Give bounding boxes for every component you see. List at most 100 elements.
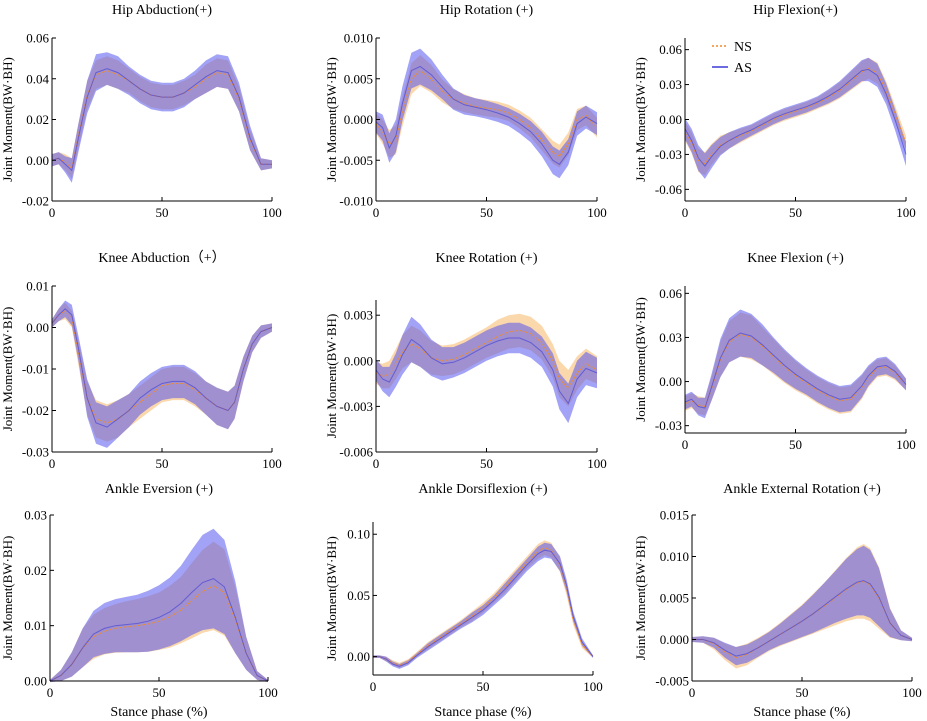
y-axis-label: Joint Moment(BW·BH) <box>324 314 339 439</box>
x-tick-label: 100 <box>258 685 278 700</box>
x-tick-label: 50 <box>796 685 809 700</box>
x-tick-label: 100 <box>587 205 607 220</box>
as-mean-line <box>51 308 273 428</box>
as-mean-line <box>684 68 907 167</box>
chart-title: Hip Flexion(+) <box>753 3 838 18</box>
y-tick-label: -0.03 <box>22 445 49 460</box>
y-axis-label: Joint Moment(BW·BH) <box>0 536 15 661</box>
x-tick-label: 100 <box>902 685 922 700</box>
x-tick-label: 0 <box>689 685 696 700</box>
as-sd-band <box>685 57 906 179</box>
x-tick-label: 50 <box>789 205 802 220</box>
chart-panel: 0 50 100 -0.006 -0.003 0.000 0.003 Knee Rotatio… <box>324 251 607 471</box>
x-tick-label: 50 <box>480 456 493 471</box>
x-tick-label: 0 <box>49 205 56 220</box>
x-tick-label: 0 <box>682 437 689 452</box>
y-tick-label: 0.010 <box>344 31 373 46</box>
chart-title: Hip Abduction(+) <box>112 3 212 18</box>
chart-title: Ankle Eversion (+) <box>105 482 214 497</box>
x-tick-label: 100 <box>896 437 916 452</box>
chart-title: Knee Abduction（+） <box>98 250 225 266</box>
chart-title: Ankle Dorsiflexion (+) <box>418 482 548 497</box>
y-tick-label: 0.015 <box>660 508 689 523</box>
as-sd-band <box>376 316 597 424</box>
as-mean-line <box>692 580 913 657</box>
chart-panel: 0 50 100 -0.005 0.000 0.005 0.010 0.015 Ankle Ex… <box>633 482 922 720</box>
ns-mean-line <box>375 329 598 390</box>
legend-as-label: AS <box>734 61 752 76</box>
y-tick-label: 0.01 <box>24 618 47 633</box>
x-tick-label: 0 <box>370 679 377 694</box>
as-sd-band <box>692 545 912 666</box>
y-axis-label: Joint Moment(BW·BH) <box>0 307 15 432</box>
y-tick-label: 0.000 <box>344 353 373 368</box>
chart-panel: 0 50 100 -0.03 0.00 0.03 0.06 Knee Flexion (+) J… <box>633 251 916 452</box>
y-tick-label: -0.006 <box>339 445 373 460</box>
chart-panel: 0 50 100 -0.03 -0.02 -0.01 0.00 0.01 Knee Abduct… <box>0 250 282 471</box>
y-tick-label: 0.02 <box>24 563 47 578</box>
y-tick-label: 0.06 <box>26 31 49 46</box>
y-tick-label: 0.00 <box>26 320 49 335</box>
y-axis-label: Joint Moment(BW·BH) <box>633 297 648 422</box>
y-tick-label: -0.010 <box>339 194 373 209</box>
y-tick-label: -0.06 <box>655 182 683 197</box>
legend-ns-label: NS <box>734 40 752 55</box>
as-sd-band <box>50 528 268 683</box>
y-tick-label: -0.003 <box>339 399 373 414</box>
y-tick-label: 0.06 <box>659 42 682 57</box>
y-tick-label: 0.01 <box>26 279 49 294</box>
x-tick-label: 0 <box>47 685 54 700</box>
chart-title: Hip Rotation (+) <box>440 3 534 18</box>
y-tick-label: -0.03 <box>655 418 682 433</box>
y-tick-label: 0.005 <box>344 71 373 86</box>
y-tick-label: -0.02 <box>22 194 49 209</box>
y-axis-label: Joint Moment(BW·BH) <box>633 536 648 661</box>
y-tick-label: 0.005 <box>660 591 689 606</box>
y-tick-label: 0.010 <box>660 549 689 564</box>
x-tick-label: 0 <box>373 205 380 220</box>
chart-title: Knee Flexion (+) <box>747 251 844 266</box>
as-mean-line <box>49 578 269 682</box>
y-tick-label: 0.03 <box>659 330 682 345</box>
as-mean-line <box>375 337 598 405</box>
chart-panel: 0 50 100 0.00 0.05 0.10 Ankle Dorsiflexion (+)… <box>324 482 603 720</box>
as-mean-line <box>373 549 594 667</box>
y-tick-label: 0.00 <box>347 649 370 664</box>
y-tick-label: 0.00 <box>659 374 682 389</box>
chart-title: Knee Rotation (+) <box>436 251 538 266</box>
y-tick-label: 0.00 <box>659 112 682 127</box>
as-mean-line <box>684 332 907 409</box>
x-tick-label: 100 <box>587 456 607 471</box>
chart-panel: 0 50 100 -0.06 -0.03 0.00 0.03 0.06 Hip Flexion(… <box>633 3 916 220</box>
x-tick-label: 100 <box>262 205 282 220</box>
chart-panel: 0 50 100 -0.010 -0.005 0.000 0.005 0.010 Hip Rot… <box>324 3 607 220</box>
x-tick-label: 0 <box>682 205 689 220</box>
x-axis-label: Stance phase (%) <box>434 705 532 720</box>
y-tick-label: 0.06 <box>659 286 682 301</box>
ns-mean-line <box>684 67 907 165</box>
ns-mean-line <box>49 585 269 682</box>
x-tick-label: 50 <box>789 437 802 452</box>
y-tick-label: -0.02 <box>22 403 49 418</box>
y-tick-label: 0.00 <box>24 674 47 689</box>
x-tick-label: 50 <box>477 679 490 694</box>
as-sd-band <box>52 52 272 183</box>
y-axis-label: Joint Moment(BW·BH) <box>633 57 648 182</box>
y-axis-label: Joint Moment(BW·BH) <box>324 536 339 661</box>
as-mean-line <box>51 68 272 172</box>
legend: NS AS <box>712 40 752 76</box>
x-tick-label: 50 <box>156 205 169 220</box>
y-tick-label: 0.000 <box>344 112 373 127</box>
ns-mean-line <box>375 69 598 157</box>
x-tick-label: 100 <box>262 456 282 471</box>
y-tick-label: 0.03 <box>24 508 47 523</box>
y-tick-label: 0.00 <box>26 153 49 168</box>
as-sd-band <box>52 300 272 448</box>
y-tick-label: -0.01 <box>22 362 49 377</box>
y-tick-label: 0.02 <box>26 112 49 127</box>
y-tick-label: -0.005 <box>655 674 689 689</box>
x-axis-label: Stance phase (%) <box>753 705 851 720</box>
as-sd-band <box>376 48 597 179</box>
y-tick-label: -0.005 <box>339 153 373 168</box>
